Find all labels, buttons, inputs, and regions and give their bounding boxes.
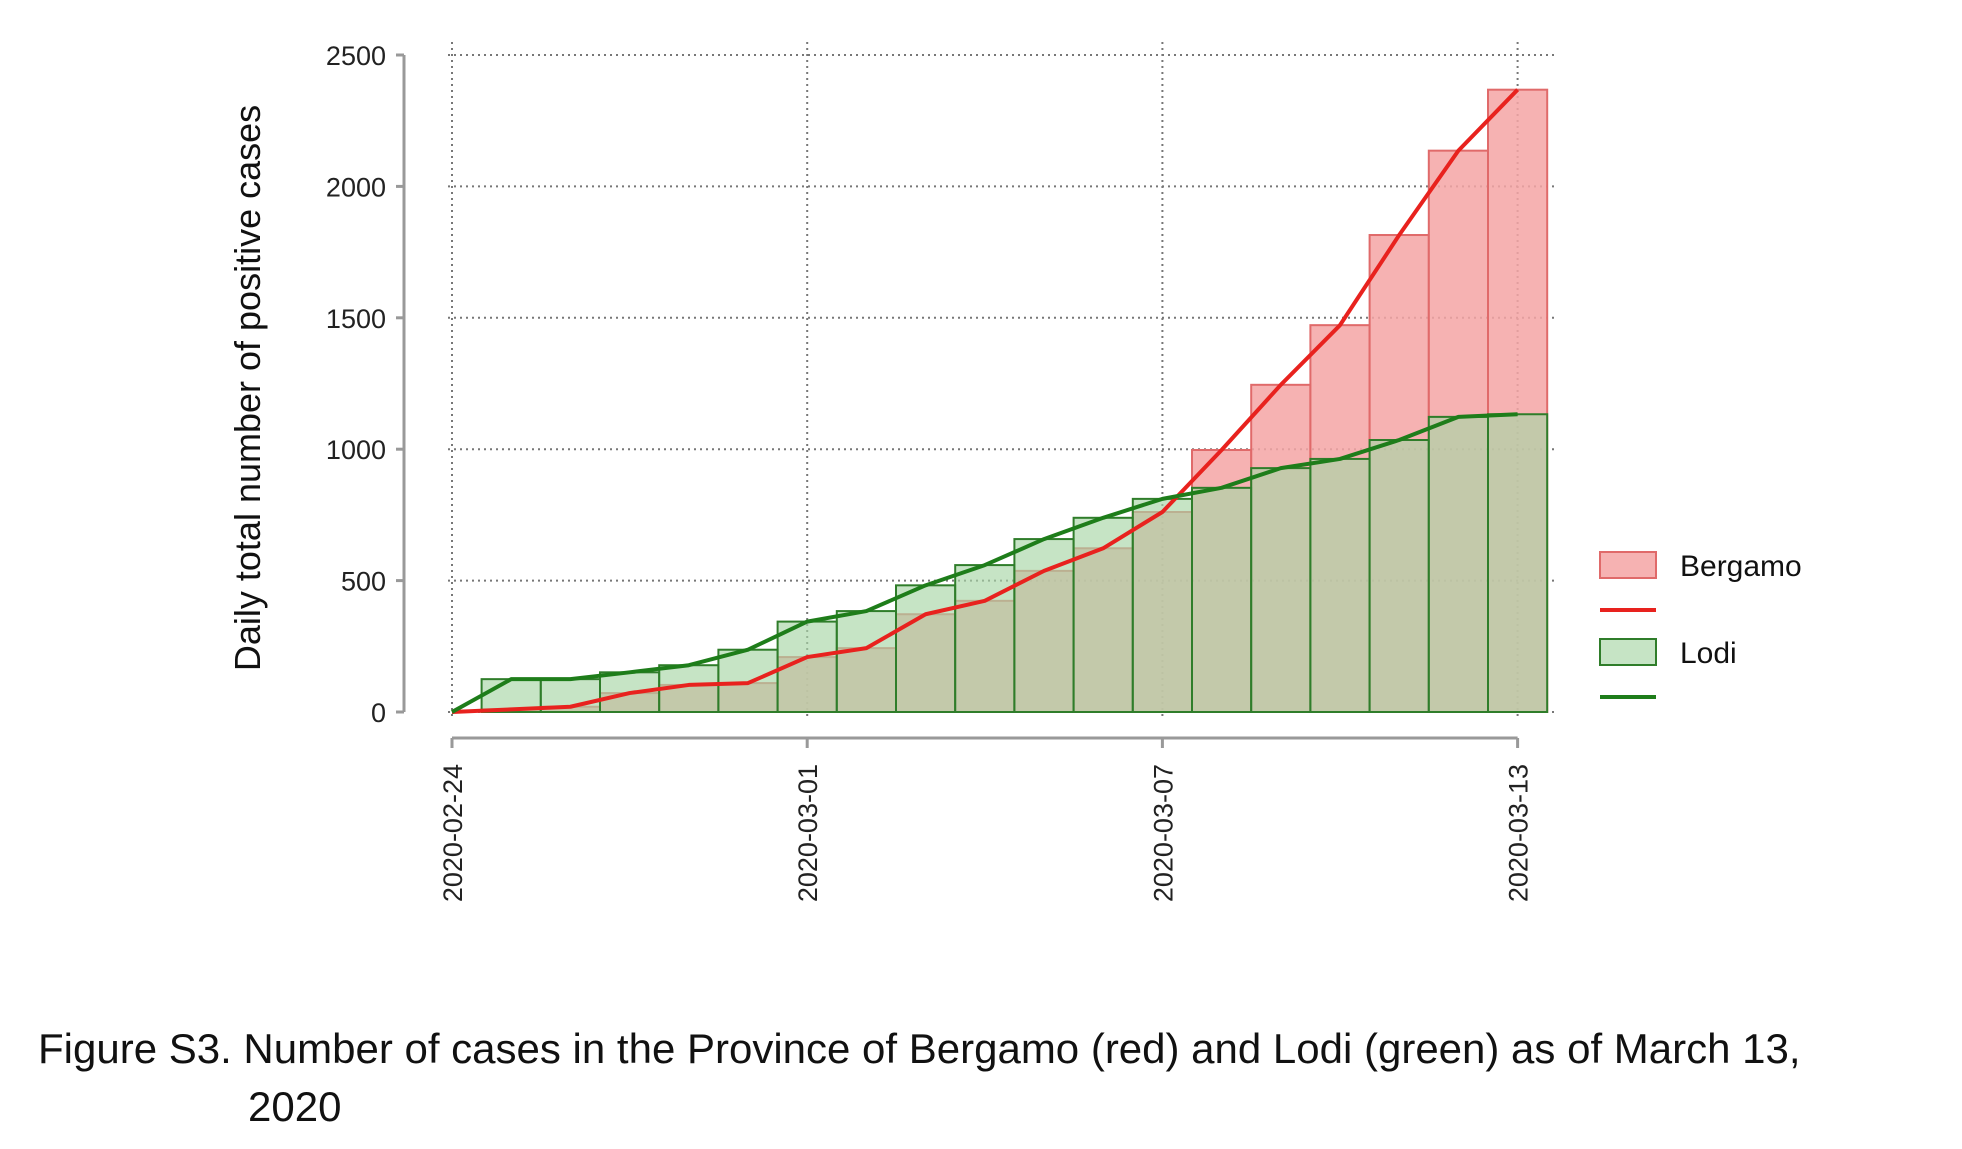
lodi-bar <box>895 584 957 713</box>
caption-line-2: 2020 <box>248 1083 342 1130</box>
y-tick-label: 1000 <box>326 435 386 465</box>
lodi-bar <box>717 648 779 713</box>
lodi-bar <box>835 610 897 713</box>
y-axis-label: Daily total number of positive cases <box>227 105 268 671</box>
lodi-legend-label: Lodi <box>1680 637 1737 670</box>
lodi-legend-swatch <box>1599 638 1657 666</box>
lodi-bar <box>1487 413 1549 713</box>
legend: Bergamo Lodi <box>1599 550 1802 699</box>
bergamo-legend-label: Bergamo <box>1680 550 1802 583</box>
lodi-bar <box>1309 457 1371 714</box>
caption-line-1: Figure S3. Number of cases in the Provin… <box>38 1025 1801 1072</box>
axes: 0 500 1000 1500 2000 2500 2020-02-24 2020-03-01… <box>326 41 1534 902</box>
lodi-bar <box>954 564 1016 713</box>
lodi-bar <box>1191 486 1253 713</box>
bergamo-legend-swatch <box>1599 551 1657 579</box>
lodi-bars <box>480 413 1549 714</box>
x-tick-label: 2020-03-13 <box>1504 764 1534 902</box>
lodi-bar <box>1368 439 1430 713</box>
lodi-bar <box>1427 415 1490 713</box>
y-tick-label: 500 <box>341 567 386 597</box>
x-tick-label: 2020-03-01 <box>793 764 823 902</box>
lodi-bar <box>1250 467 1312 714</box>
lodi-line <box>451 412 1518 714</box>
y-tick-label: 2500 <box>326 41 386 71</box>
bergamo-line <box>451 88 1520 714</box>
series-lines <box>451 88 1520 714</box>
x-tick-label: 2020-02-24 <box>438 764 468 902</box>
lodi-bar <box>1131 497 1194 713</box>
y-tick-label: 0 <box>371 698 386 728</box>
y-tick-label: 2000 <box>326 172 386 202</box>
x-tick-label: 2020-03-07 <box>1148 764 1178 902</box>
y-tick-label: 1500 <box>326 304 386 334</box>
lodi-bar <box>1013 538 1075 713</box>
figure-caption: Figure S3. Number of cases in the Provin… <box>38 1020 1938 1136</box>
